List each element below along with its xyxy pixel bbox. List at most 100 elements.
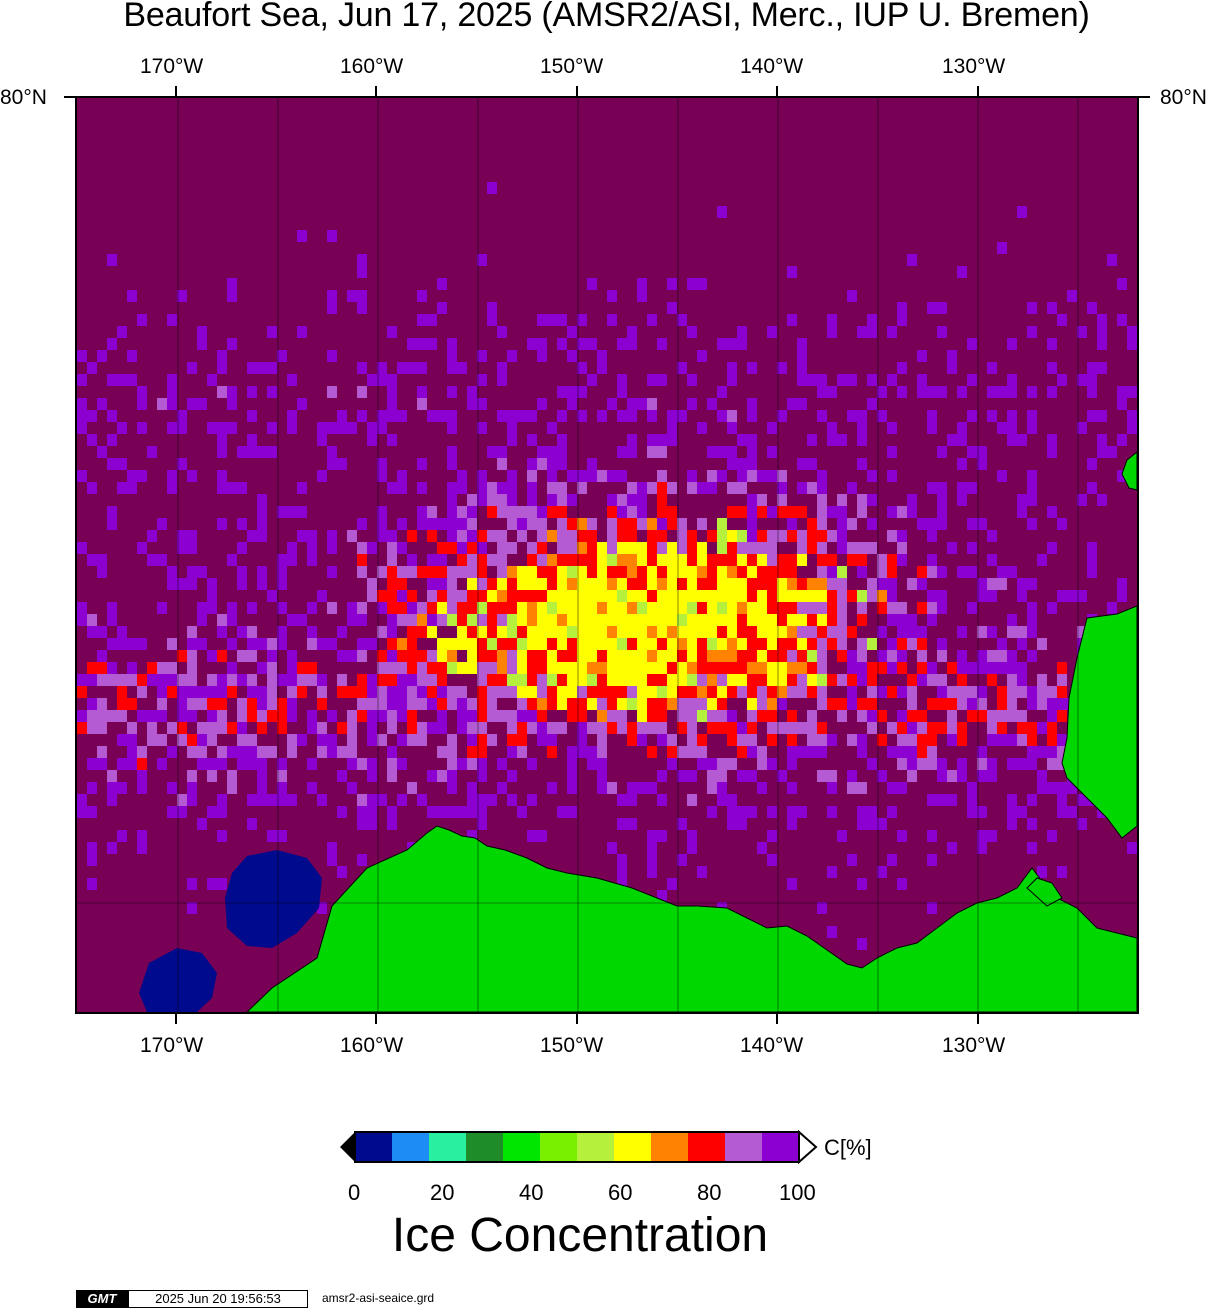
- ice-pixel: [977, 650, 987, 662]
- ice-pixel: [857, 818, 867, 830]
- ice-pixel: [1127, 338, 1137, 350]
- ice-pixel: [1007, 734, 1017, 746]
- ice-pixel: [977, 758, 987, 770]
- ice-pixel: [947, 770, 957, 782]
- ice-pixel: [787, 554, 797, 566]
- ice-pixel: [247, 698, 257, 710]
- ice-pixel: [97, 722, 107, 734]
- ice-pixel: [637, 638, 647, 650]
- ice-pixel: [287, 662, 297, 674]
- ice-pixel: [897, 686, 907, 698]
- ice-pixel: [937, 494, 947, 506]
- ice-pixel: [897, 638, 907, 650]
- ice-pixel: [897, 722, 907, 734]
- ice-pixel: [217, 386, 227, 398]
- ice-pixel: [577, 362, 587, 374]
- ice-pixel: [837, 566, 847, 578]
- ice-pixel: [197, 758, 207, 770]
- ice-pixel: [1007, 650, 1017, 662]
- ice-pixel: [637, 734, 647, 746]
- ice-pixel: [737, 554, 747, 566]
- ice-pixel: [217, 626, 227, 638]
- ice-pixel: [617, 578, 627, 590]
- ice-pixel: [447, 614, 457, 626]
- ice-pixel: [287, 614, 297, 626]
- ice-pixel: [937, 482, 947, 494]
- ice-concentration-map[interactable]: [75, 96, 1139, 1014]
- ice-pixel: [577, 710, 587, 722]
- ice-pixel: [107, 842, 117, 854]
- ice-pixel: [157, 398, 167, 410]
- ice-pixel: [1027, 686, 1037, 698]
- ice-pixel: [277, 782, 287, 794]
- ice-pixel: [947, 722, 957, 734]
- ice-pixel: [647, 590, 657, 602]
- ice-pixel: [247, 674, 257, 686]
- ice-pixel: [857, 494, 867, 506]
- ice-pixel: [547, 458, 557, 470]
- ice-pixel: [267, 446, 277, 458]
- colorbar-tick-label: 80: [697, 1180, 722, 1205]
- ice-pixel: [617, 566, 627, 578]
- ice-pixel: [497, 374, 507, 386]
- ice-pixel: [217, 806, 227, 818]
- ice-pixel: [437, 614, 447, 626]
- ice-pixel: [807, 662, 817, 674]
- ice-pixel: [827, 554, 837, 566]
- ice-pixel: [357, 818, 367, 830]
- ice-pixel: [397, 650, 407, 662]
- ice-pixel: [1017, 722, 1027, 734]
- ice-pixel: [827, 626, 837, 638]
- ice-pixel: [577, 626, 587, 638]
- ice-pixel: [567, 770, 577, 782]
- ice-pixel: [927, 746, 937, 758]
- ice-pixel: [1097, 446, 1107, 458]
- ice-pixel: [417, 602, 427, 614]
- ice-pixel: [507, 482, 517, 494]
- ice-pixel: [487, 794, 497, 806]
- ice-pixel: [987, 554, 997, 566]
- ice-pixel: [357, 638, 367, 650]
- ice-pixel: [877, 770, 887, 782]
- ice-pixel: [517, 578, 527, 590]
- ice-pixel: [877, 686, 887, 698]
- ice-pixel: [787, 398, 797, 410]
- ice-pixel: [997, 722, 1007, 734]
- ice-pixel: [737, 686, 747, 698]
- ice-pixel: [527, 794, 537, 806]
- ice-pixel: [427, 626, 437, 638]
- ice-pixel: [497, 446, 507, 458]
- ice-pixel: [167, 638, 177, 650]
- ice-pixel: [557, 650, 567, 662]
- ice-pixel: [547, 650, 557, 662]
- ice-pixel: [507, 578, 517, 590]
- ice-pixel: [797, 554, 807, 566]
- ice-pixel: [497, 638, 507, 650]
- ice-pixel: [537, 542, 547, 554]
- ice-pixel: [207, 758, 217, 770]
- ice-pixel: [487, 446, 497, 458]
- ice-pixel: [357, 650, 367, 662]
- ice-pixel: [767, 734, 777, 746]
- ice-pixel: [967, 518, 977, 530]
- ice-pixel: [967, 410, 977, 422]
- ice-pixel: [197, 734, 207, 746]
- ice-pixel: [627, 530, 637, 542]
- ice-pixel: [817, 590, 827, 602]
- ice-pixel: [977, 698, 987, 710]
- ice-pixel: [1087, 302, 1097, 314]
- ice-pixel: [137, 782, 147, 794]
- ice-pixel: [257, 722, 267, 734]
- ice-pixel: [827, 638, 837, 650]
- ice-pixel: [617, 518, 627, 530]
- ice-pixel: [327, 302, 337, 314]
- ice-pixel: [687, 590, 697, 602]
- top-lon-label: 170°W: [140, 55, 204, 78]
- ice-pixel: [367, 686, 377, 698]
- ice-pixel: [427, 650, 437, 662]
- ice-pixel: [427, 614, 437, 626]
- ice-pixel: [767, 662, 777, 674]
- ice-pixel: [757, 674, 767, 686]
- ice-pixel: [127, 662, 137, 674]
- ice-pixel: [1087, 554, 1097, 566]
